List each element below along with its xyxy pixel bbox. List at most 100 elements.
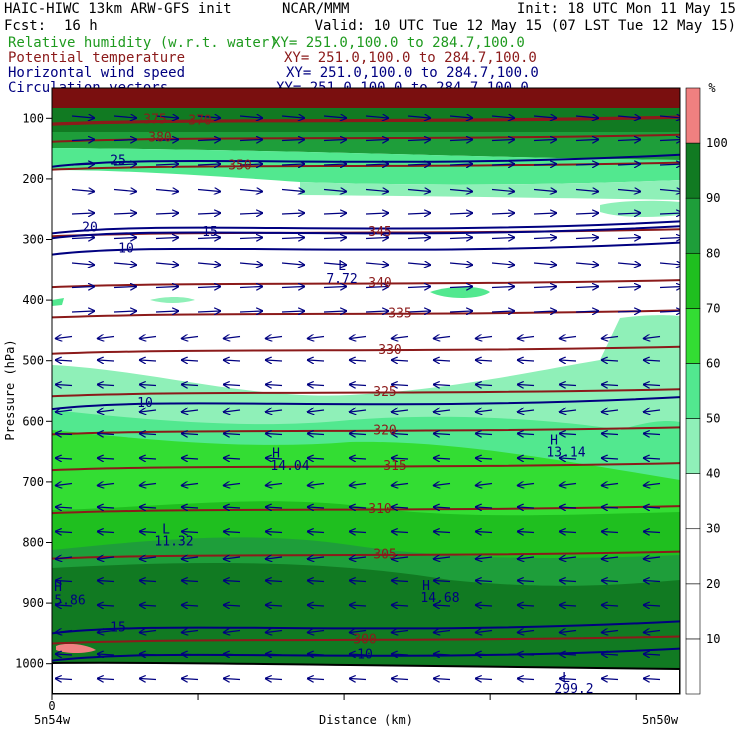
circulation-vector <box>266 484 283 486</box>
rh-surface-patch <box>56 643 96 653</box>
circulation-vector <box>518 458 535 459</box>
circulation-vector <box>575 164 598 165</box>
circulation-vector <box>644 337 661 339</box>
circulation-vector <box>533 190 556 192</box>
circulation-vector <box>113 140 136 141</box>
circulation-vector <box>56 631 73 633</box>
circulation-vector <box>308 484 325 486</box>
y-tick-label: 900 <box>22 596 44 610</box>
circulation-vector <box>266 581 283 582</box>
circulation-vector <box>659 287 680 288</box>
theta-contour-label: 335 <box>388 306 411 321</box>
circulation-vector <box>140 337 157 339</box>
circulation-vector <box>98 631 115 633</box>
y-tick-label: 200 <box>22 172 44 186</box>
circulation-vector <box>71 190 94 192</box>
circulation-vector <box>644 679 661 680</box>
circulation-vector <box>182 581 199 582</box>
circulation-vector <box>449 287 472 288</box>
theta-contour-label: 350 <box>228 159 251 174</box>
circulation-vector <box>659 238 680 239</box>
circulation-vector <box>308 532 325 533</box>
circulation-vector <box>434 410 451 412</box>
circulation-vector <box>476 410 493 412</box>
circulation-vector <box>266 410 283 412</box>
wind-contours <box>52 153 680 662</box>
circulation-vector <box>575 190 598 192</box>
high-low-annotation: L <box>162 522 170 537</box>
circulation-vector <box>392 654 409 655</box>
theta-contour-label: 330 <box>378 343 401 358</box>
circulation-vector <box>602 484 619 486</box>
circulation-vector <box>155 116 178 118</box>
circulation-vector <box>560 631 577 633</box>
circulation-vector <box>518 557 535 559</box>
circulation-vector <box>182 484 199 486</box>
circulation-vector <box>560 410 577 412</box>
circulation-vector <box>98 360 115 361</box>
circulation-vector <box>491 190 514 192</box>
circulation-vector <box>533 263 556 265</box>
circulation-vector <box>224 360 241 361</box>
circulation-vector <box>197 164 220 165</box>
circulation-vector <box>476 507 493 508</box>
circulation-vector <box>617 213 640 214</box>
circulation-vector <box>602 631 619 633</box>
circulation-vector <box>434 605 451 606</box>
x-end-label: 5n50w <box>642 713 679 727</box>
high-low-annotation: H <box>272 447 280 462</box>
y-tick-label: 500 <box>22 354 44 368</box>
circulation-vector <box>476 557 493 559</box>
circulation-vector <box>392 484 409 486</box>
circulation-vector <box>407 190 430 192</box>
color-bar-swatch <box>685 473 701 530</box>
wind-contour-label: 10 <box>118 242 134 257</box>
circulation-vector <box>476 434 493 435</box>
circulation-vector <box>71 213 94 214</box>
theta-contour-line <box>52 345 680 355</box>
circulation-vector <box>392 532 409 533</box>
circulation-vector <box>491 164 514 165</box>
high-low-annotation: 13.14 <box>546 445 585 460</box>
circulation-vector <box>182 337 199 339</box>
theta-contour-line <box>52 462 680 472</box>
circulation-vector <box>533 140 556 141</box>
theta-contour-label: 305 <box>373 548 396 563</box>
circulation-vector <box>113 116 136 118</box>
circulation-vector <box>518 507 535 508</box>
circulation-vector <box>140 484 157 486</box>
circulation-vector <box>518 360 535 361</box>
color-bar-label: 30 <box>706 522 720 536</box>
y-tick-label: 100 <box>22 111 44 125</box>
circulation-vector <box>407 238 430 239</box>
circulation-vector <box>281 238 304 239</box>
circulation-vector <box>644 507 661 508</box>
circulation-vector <box>476 458 493 459</box>
theta-contour-line <box>52 550 680 560</box>
circulation-vector <box>266 434 283 435</box>
circulation-vector <box>224 337 241 339</box>
circulation-vector <box>308 679 325 680</box>
circulation-vector <box>281 140 304 141</box>
wind-contour-line <box>52 225 680 240</box>
circulation-vector <box>491 116 514 118</box>
circulation-vector <box>71 164 94 165</box>
circulation-vector <box>224 631 241 633</box>
circulation-vector <box>239 238 262 239</box>
circulation-vector <box>392 337 409 339</box>
color-bar-swatch <box>685 142 701 199</box>
circulation-vector <box>392 581 409 582</box>
circulation-vector <box>224 484 241 486</box>
init-time: Init: 18 UTC Mon 11 May 15 <box>517 1 736 17</box>
circulation-vector <box>197 263 220 265</box>
theta-contour-label: 325 <box>373 385 396 400</box>
circulation-vector <box>56 679 73 680</box>
circulation-vector <box>239 190 262 192</box>
circulation-vector <box>113 164 136 165</box>
circulation-vector <box>281 287 304 288</box>
circulation-vector <box>140 360 157 361</box>
circulation-vector <box>575 140 598 141</box>
circulation-vector <box>56 581 73 582</box>
circulation-vector <box>266 679 283 680</box>
circulation-vector <box>392 679 409 680</box>
